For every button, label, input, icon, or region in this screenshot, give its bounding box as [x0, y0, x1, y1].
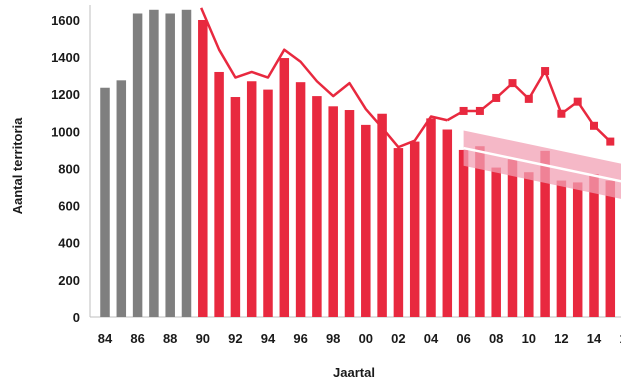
x-tick-label: 02 — [391, 331, 405, 346]
y-tick-label: 400 — [58, 236, 80, 251]
x-tick-labels: 84 86 88 90 92 94 96 98 00 02 04 06 08 10 12 14 16 — [98, 331, 621, 346]
y-tick-label: 1000 — [51, 124, 80, 139]
bar-2008 — [491, 167, 501, 317]
x-tick-label: 08 — [489, 331, 503, 346]
y-tick-label: 0 — [73, 310, 80, 325]
data-point-2012 — [557, 109, 566, 118]
x-tick-label: 04 — [424, 331, 439, 346]
bar-1998 — [328, 106, 338, 317]
x-tick-label: 90 — [196, 331, 210, 346]
bar-2013 — [572, 182, 583, 317]
bar-2004 — [426, 118, 436, 317]
bar-2014 — [589, 174, 599, 317]
data-point-2014 — [590, 121, 598, 130]
x-tick-label: 88 — [163, 331, 177, 346]
data-point-2015 — [606, 137, 615, 146]
x-tick-label: 86 — [130, 331, 144, 346]
data-point-2010 — [524, 94, 533, 103]
bar-1991 — [214, 71, 224, 317]
bar-2000 — [361, 124, 371, 317]
trend-line — [200, 7, 448, 149]
lines-layer — [200, 7, 615, 149]
bars-layer — [100, 9, 616, 318]
bar-2007 — [475, 146, 485, 317]
marker-line — [446, 69, 612, 143]
bar-1992 — [230, 97, 241, 318]
y-axis-title: Aantal territoria — [10, 117, 25, 215]
bar-1985 — [116, 80, 127, 317]
bar-2001 — [377, 113, 387, 317]
bar-2006 — [458, 149, 469, 317]
bar-2015 — [605, 180, 616, 317]
trend-band-layer — [463, 130, 621, 199]
trend-band-center-line — [463, 146, 621, 183]
bar-1994 — [263, 89, 273, 318]
x-tick-label: 10 — [522, 331, 536, 346]
x-tick-label: 06 — [456, 331, 470, 346]
bar-1996 — [295, 82, 306, 318]
bar-1988 — [165, 13, 175, 317]
bar-2009 — [507, 159, 518, 317]
data-point-2006 — [459, 106, 468, 115]
x-tick-label: 16 — [619, 331, 621, 346]
x-tick-label: 98 — [326, 331, 340, 346]
bar-2002 — [393, 148, 404, 317]
bar-2003 — [409, 141, 420, 317]
x-tick-label: 14 — [587, 331, 602, 346]
y-tick-label: 1600 — [51, 13, 80, 28]
bar-2012 — [556, 180, 567, 317]
data-point-2007 — [475, 106, 484, 115]
data-point-2009 — [508, 79, 517, 88]
bar-1997 — [312, 96, 322, 317]
x-tick-label: 84 — [98, 331, 113, 346]
y-tick-label: 200 — [58, 273, 80, 288]
y-tick-label: 600 — [58, 199, 80, 214]
bar-2011 — [540, 150, 550, 317]
bar-1990 — [198, 19, 208, 317]
y-tick-labels: 0 200 400 600 800 1000 1200 1400 1600 — [51, 13, 80, 325]
bar-1993 — [246, 81, 257, 317]
x-tick-label: 96 — [293, 331, 307, 346]
x-axis-title: Jaartal — [333, 365, 375, 380]
bar-1999 — [344, 110, 355, 317]
x-tick-label: 12 — [554, 331, 568, 346]
y-tick-label: 1400 — [51, 50, 80, 65]
x-tick-label: 00 — [359, 331, 373, 346]
bar-2005 — [442, 129, 453, 317]
bar-1986 — [132, 13, 143, 317]
bar-2010 — [524, 172, 534, 317]
x-tick-label: 92 — [228, 331, 242, 346]
x-tick-label: 94 — [261, 331, 276, 346]
data-point-2008 — [492, 93, 501, 102]
data-point-2013 — [573, 97, 582, 106]
y-tick-label: 1200 — [51, 87, 80, 102]
bar-1984 — [100, 87, 110, 317]
y-tick-label: 800 — [58, 161, 80, 176]
data-point-2011 — [541, 67, 550, 76]
bar-1995 — [279, 58, 290, 318]
bar-1987 — [149, 9, 159, 318]
bar-1989 — [181, 9, 192, 318]
